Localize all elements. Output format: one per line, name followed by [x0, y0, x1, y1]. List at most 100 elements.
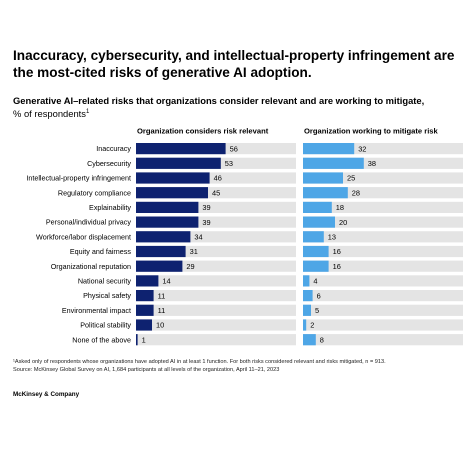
bar — [136, 143, 226, 155]
category-label: National security — [78, 277, 132, 286]
bar — [136, 201, 199, 213]
value-label: 46 — [214, 174, 222, 183]
category-label: Inaccuracy — [96, 144, 131, 153]
value-label: 10 — [156, 321, 164, 330]
value-label: 18 — [336, 203, 344, 212]
bar-track — [136, 216, 296, 228]
category-label: Personal/individual privacy — [46, 218, 132, 227]
value-label: 8 — [320, 335, 324, 344]
bar — [303, 187, 348, 199]
value-label: 39 — [202, 218, 210, 227]
bar — [303, 245, 329, 258]
value-label: 4 — [313, 277, 317, 286]
bar — [303, 304, 311, 316]
category-label: Intellectual-property infringement — [26, 174, 131, 183]
value-label: 53 — [225, 159, 233, 168]
value-label: 32 — [358, 144, 366, 153]
value-label: 1 — [142, 335, 146, 344]
bar-track — [303, 290, 463, 302]
subtitle-unit-line: % of respondents1 — [13, 107, 465, 120]
bar — [136, 334, 138, 346]
bar — [303, 275, 310, 287]
bar-track — [303, 216, 463, 228]
value-label: 45 — [212, 188, 220, 197]
brand-logo-text: McKinsey & Company — [13, 391, 80, 398]
value-label: 14 — [162, 277, 170, 286]
value-label: 38 — [368, 159, 376, 168]
category-label: None of the above — [72, 335, 131, 344]
bar-track — [136, 172, 296, 184]
bar-track — [303, 187, 463, 199]
bar — [303, 143, 355, 155]
bar — [136, 245, 186, 258]
bar — [303, 216, 335, 228]
bar-track — [136, 201, 296, 213]
footnote-source: Source: McKinsey Global Survey on AI, 1,… — [13, 366, 280, 373]
bar-track — [303, 275, 463, 287]
value-label: 11 — [158, 306, 166, 315]
bar — [303, 201, 332, 213]
bar-track — [303, 201, 463, 213]
subtitle-unit: % of respondents — [13, 107, 86, 119]
category-label: Equity and fairness — [70, 247, 132, 256]
series-header-0: Organization considers risk relevant — [137, 127, 269, 136]
value-label: 6 — [317, 291, 321, 300]
bar — [136, 231, 191, 243]
chart-subtitle: Generative AI–related risks that organiz… — [13, 95, 465, 119]
bar — [136, 290, 154, 302]
value-label: 34 — [194, 233, 202, 242]
category-label: Explainability — [89, 203, 131, 212]
bar-track — [303, 334, 463, 346]
bar — [303, 260, 329, 272]
bar — [136, 304, 154, 316]
bar-track — [136, 260, 296, 272]
bar-track — [136, 187, 296, 199]
bar-track — [136, 304, 296, 316]
subtitle-footnote-marker: 1 — [85, 108, 90, 115]
bar-track — [136, 334, 296, 346]
bar — [136, 260, 183, 272]
bar-track — [303, 319, 463, 331]
subtitle-main: Generative AI–related risks that organiz… — [13, 95, 425, 106]
bar-track — [136, 290, 296, 302]
bar-track — [136, 245, 296, 258]
value-label: 25 — [347, 174, 355, 183]
footnote-note: ¹Asked only of respondents whose organiz… — [13, 359, 386, 365]
value-label: 28 — [352, 188, 360, 197]
chart-title: Inaccuracy, cybersecurity, and intellect… — [13, 48, 455, 80]
category-label: Cybersecurity — [87, 159, 131, 168]
value-label: 31 — [190, 247, 198, 256]
value-label: 29 — [186, 262, 194, 271]
category-label: Physical safety — [83, 291, 131, 300]
category-label: Environmental impact — [62, 306, 131, 315]
bar — [303, 319, 307, 331]
bar-track — [303, 143, 463, 155]
bar — [136, 216, 199, 228]
bar — [136, 157, 221, 169]
category-label: Political stability — [80, 321, 131, 330]
bar-track — [136, 231, 296, 243]
value-label: 2 — [310, 321, 314, 330]
category-label: Regulatory compliance — [58, 188, 131, 197]
bar — [303, 172, 343, 184]
bar — [136, 275, 159, 287]
bar — [136, 319, 152, 331]
value-label: 20 — [339, 218, 347, 227]
bar — [136, 172, 210, 184]
value-label: 13 — [328, 233, 336, 242]
bar — [303, 231, 324, 243]
bar-track — [136, 275, 296, 287]
bar — [136, 187, 208, 199]
footnote: ¹Asked only of respondents whose organiz… — [13, 359, 465, 374]
value-label: 16 — [333, 262, 341, 271]
bar-track — [303, 231, 463, 243]
bar-track — [303, 245, 463, 258]
bar-track — [303, 157, 463, 169]
bar-track — [303, 260, 463, 272]
value-label: 56 — [230, 144, 238, 153]
value-label: 39 — [202, 203, 210, 212]
bar-track — [303, 172, 463, 184]
category-label: Workforce/labor displacement — [36, 232, 131, 241]
bar — [303, 157, 364, 169]
bar — [303, 290, 313, 302]
